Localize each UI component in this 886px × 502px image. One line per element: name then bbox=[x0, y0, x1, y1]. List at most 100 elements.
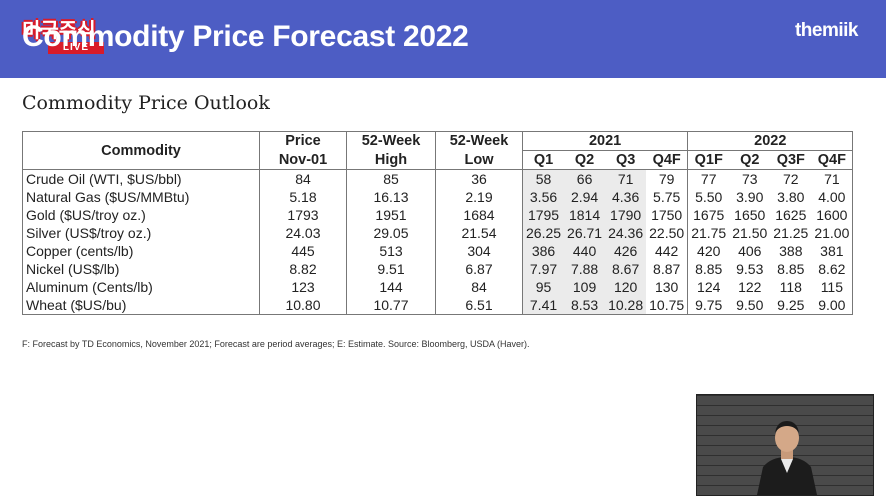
q2021-cell: 8.53 bbox=[564, 296, 606, 315]
high-cell: 144 bbox=[346, 278, 436, 296]
q2022-cell: 115 bbox=[811, 278, 854, 296]
low-cell: 304 bbox=[435, 242, 523, 260]
q2022-cell: 21.50 bbox=[732, 225, 768, 241]
q2022-cell: 9.25 bbox=[770, 296, 812, 315]
q2022-cell: 8.62 bbox=[811, 260, 854, 278]
price-cell: 123 bbox=[259, 278, 347, 296]
q2022-cell: 1625 bbox=[775, 207, 807, 223]
table-row: Aluminum (Cents/lb) 123 144 84 95 109 120 130 12… bbox=[22, 278, 854, 296]
low-cell: 6.87 bbox=[435, 260, 523, 278]
header-low-sub: Low bbox=[435, 150, 523, 170]
header-2021-q: Q4F bbox=[646, 150, 689, 170]
price-cell: 5.18 bbox=[259, 188, 347, 206]
table-row: Silver (US$/troy oz.) 24.03 29.05 21.54 26.2… bbox=[22, 224, 854, 242]
q2022-cell: 8.85 bbox=[777, 261, 805, 277]
q2022-cell: 420 bbox=[697, 243, 721, 259]
q2021-cell: 5.75 bbox=[646, 188, 689, 206]
q2021-cell: 58 bbox=[522, 169, 565, 188]
q2021-cell: 10.28 bbox=[605, 296, 647, 315]
price-cell: 10.80 bbox=[259, 296, 347, 315]
table-row: Natural Gas ($US/MMBtu) 5.18 16.13 2.19 3.56… bbox=[22, 188, 854, 206]
header-high: 52-Week bbox=[346, 131, 436, 151]
price-cell: 24.03 bbox=[259, 224, 347, 242]
q2021-cell: 130 bbox=[646, 278, 689, 296]
q2022-cell: 1675 bbox=[693, 207, 725, 223]
q2022-cell: 21.75 bbox=[691, 225, 727, 241]
q2021-cell: 95 bbox=[522, 278, 565, 296]
q2022-cell: 9.50 bbox=[729, 296, 771, 315]
q2021-cell: 7.41 bbox=[522, 296, 565, 315]
commodity-name: Natural Gas ($US/MMBtu) bbox=[22, 188, 260, 206]
q2022-cell: 381 bbox=[811, 242, 854, 260]
commodity-name: Wheat ($US/bu) bbox=[22, 296, 260, 315]
high-cell: 29.05 bbox=[346, 224, 436, 242]
q2022-cell: 4.00 bbox=[811, 188, 854, 206]
q2022-cell: 9.00 bbox=[811, 296, 854, 315]
commodity-name: Crude Oil (WTI, $US/bbl) bbox=[22, 169, 260, 188]
q2022-cell: 1600 bbox=[811, 206, 854, 224]
q2022-cell: 3.90 bbox=[736, 189, 764, 205]
page-title: Commodity Price Forecast 2022 bbox=[22, 20, 469, 53]
low-cell: 36 bbox=[435, 169, 523, 188]
q2021-cell: 3.56 bbox=[522, 188, 565, 206]
q2022-cell: 124 bbox=[697, 279, 721, 295]
q2021-cell: 8.67 bbox=[605, 260, 647, 278]
q2021-cell: 120 bbox=[605, 278, 647, 296]
high-cell: 513 bbox=[346, 242, 436, 260]
high-cell: 9.51 bbox=[346, 260, 436, 278]
q2022-cell: 118 bbox=[779, 279, 802, 295]
commodity-name: Gold ($US/troy oz.) bbox=[22, 206, 260, 224]
q2022-cell: 388 bbox=[779, 243, 803, 259]
q2021-cell: 1790 bbox=[605, 206, 647, 224]
table-row: Gold ($US/troy oz.) 1793 1951 1684 1795 1814 1… bbox=[22, 206, 854, 224]
low-cell: 2.19 bbox=[435, 188, 523, 206]
q2021-cell: 8.87 bbox=[646, 260, 689, 278]
q2021-cell: 79 bbox=[646, 169, 689, 188]
commodity-table: Commodity Price 52-Week 52-Week 2021 202… bbox=[22, 131, 854, 315]
commodity-name: Aluminum (Cents/lb) bbox=[22, 278, 260, 296]
low-cell: 6.51 bbox=[435, 296, 523, 315]
commodity-name: Silver (US$/troy oz.) bbox=[22, 224, 260, 242]
commodity-name: Copper (cents/lb) bbox=[22, 242, 260, 260]
q2021-cell: 386 bbox=[522, 242, 565, 260]
q2022-cell: 21.25 bbox=[773, 225, 809, 241]
header-high-sub: High bbox=[346, 150, 436, 170]
header-2022-q: Q3F bbox=[770, 150, 812, 170]
q2021-cell: 4.36 bbox=[605, 188, 647, 206]
q2021-cell: 24.36 bbox=[605, 224, 647, 242]
header-price: Price bbox=[259, 131, 347, 151]
high-cell: 16.13 bbox=[346, 188, 436, 206]
brand-logo: themiik bbox=[794, 20, 859, 41]
q2021-cell: 10.75 bbox=[646, 296, 689, 315]
q2022-cell: 9.75 bbox=[687, 296, 730, 315]
header-2021-q: Q3 bbox=[605, 150, 647, 170]
channel-logo-text: 미국주식 bbox=[22, 18, 96, 42]
header-2022-q: Q2 bbox=[729, 150, 771, 170]
high-cell: 85 bbox=[346, 169, 436, 188]
price-cell: 1793 bbox=[259, 206, 347, 224]
q2021-cell: 26.71 bbox=[564, 224, 606, 242]
source-footnote: F: Forecast by TD Economics, November 20… bbox=[22, 339, 530, 349]
price-cell: 84 bbox=[259, 169, 347, 188]
q2022-cell: 71 bbox=[811, 169, 854, 188]
q2021-cell: 22.50 bbox=[646, 224, 689, 242]
q2022-cell: 1650 bbox=[734, 207, 766, 223]
table-row: Crude Oil (WTI, $US/bbl) 84 85 36 58 66 71 79 77… bbox=[22, 169, 854, 188]
header-2021-q: Q2 bbox=[564, 150, 606, 170]
price-cell: 445 bbox=[259, 242, 347, 260]
q2021-cell: 7.88 bbox=[564, 260, 606, 278]
q2021-cell: 440 bbox=[564, 242, 606, 260]
q2021-cell: 426 bbox=[605, 242, 647, 260]
low-cell: 21.54 bbox=[435, 224, 523, 242]
q2021-cell: 71 bbox=[605, 169, 647, 188]
header-low: 52-Week bbox=[435, 131, 523, 151]
header-2021-q: Q1 bbox=[522, 150, 565, 170]
low-cell: 84 bbox=[435, 278, 523, 296]
header-commodity: Commodity bbox=[22, 131, 260, 170]
high-cell: 1951 bbox=[346, 206, 436, 224]
q2022-cell: 9.53 bbox=[736, 261, 764, 277]
q2022-cell: 77 bbox=[700, 171, 717, 187]
q2021-cell: 26.25 bbox=[522, 224, 565, 242]
q2022-cell: 122 bbox=[738, 279, 762, 295]
header-price-date: Nov-01 bbox=[259, 150, 347, 170]
